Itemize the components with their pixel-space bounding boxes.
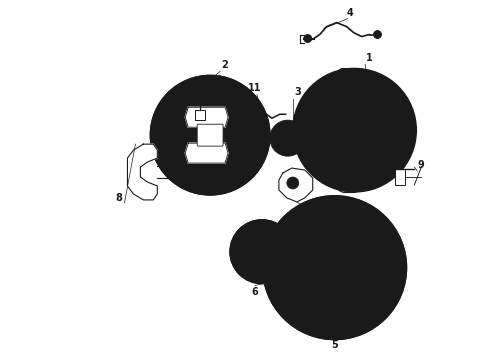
Circle shape — [345, 121, 364, 139]
FancyBboxPatch shape — [395, 169, 405, 185]
Text: 1: 1 — [366, 54, 373, 63]
Circle shape — [374, 154, 380, 160]
Text: 10: 10 — [203, 84, 217, 93]
Circle shape — [315, 248, 355, 288]
Text: 11: 11 — [248, 84, 262, 93]
Circle shape — [150, 75, 270, 195]
Circle shape — [230, 220, 294, 284]
Text: 4: 4 — [346, 8, 353, 18]
Circle shape — [331, 306, 339, 314]
Circle shape — [252, 242, 272, 262]
Polygon shape — [279, 168, 313, 202]
Circle shape — [257, 247, 267, 257]
Circle shape — [277, 127, 298, 149]
Circle shape — [355, 230, 363, 238]
Circle shape — [325, 258, 344, 278]
Polygon shape — [185, 107, 228, 127]
Circle shape — [339, 114, 370, 146]
Text: 2: 2 — [221, 60, 228, 71]
Circle shape — [325, 105, 331, 111]
Text: 5: 5 — [331, 340, 338, 350]
Circle shape — [306, 230, 314, 238]
Circle shape — [236, 226, 288, 278]
Circle shape — [269, 202, 400, 333]
Circle shape — [303, 78, 406, 182]
Circle shape — [265, 266, 270, 271]
Circle shape — [154, 80, 266, 191]
Circle shape — [243, 109, 249, 116]
Circle shape — [265, 232, 270, 238]
Circle shape — [325, 149, 331, 156]
Text: 9: 9 — [418, 160, 425, 170]
FancyBboxPatch shape — [197, 124, 223, 146]
Polygon shape — [185, 143, 228, 163]
Circle shape — [291, 276, 299, 284]
Polygon shape — [127, 144, 157, 200]
Circle shape — [245, 238, 250, 244]
Circle shape — [293, 68, 416, 192]
Text: 8: 8 — [115, 193, 122, 203]
Circle shape — [245, 260, 250, 265]
Text: 7: 7 — [304, 210, 311, 220]
Circle shape — [270, 120, 306, 156]
Circle shape — [304, 35, 312, 42]
FancyBboxPatch shape — [195, 110, 205, 120]
Text: 6: 6 — [251, 287, 258, 297]
Circle shape — [373, 31, 382, 39]
Circle shape — [370, 276, 378, 284]
Circle shape — [263, 196, 406, 339]
Circle shape — [230, 220, 294, 284]
Text: 3: 3 — [294, 87, 301, 97]
Circle shape — [277, 249, 283, 255]
Circle shape — [263, 196, 406, 339]
Circle shape — [150, 75, 270, 195]
Circle shape — [287, 177, 299, 189]
Circle shape — [374, 100, 380, 107]
